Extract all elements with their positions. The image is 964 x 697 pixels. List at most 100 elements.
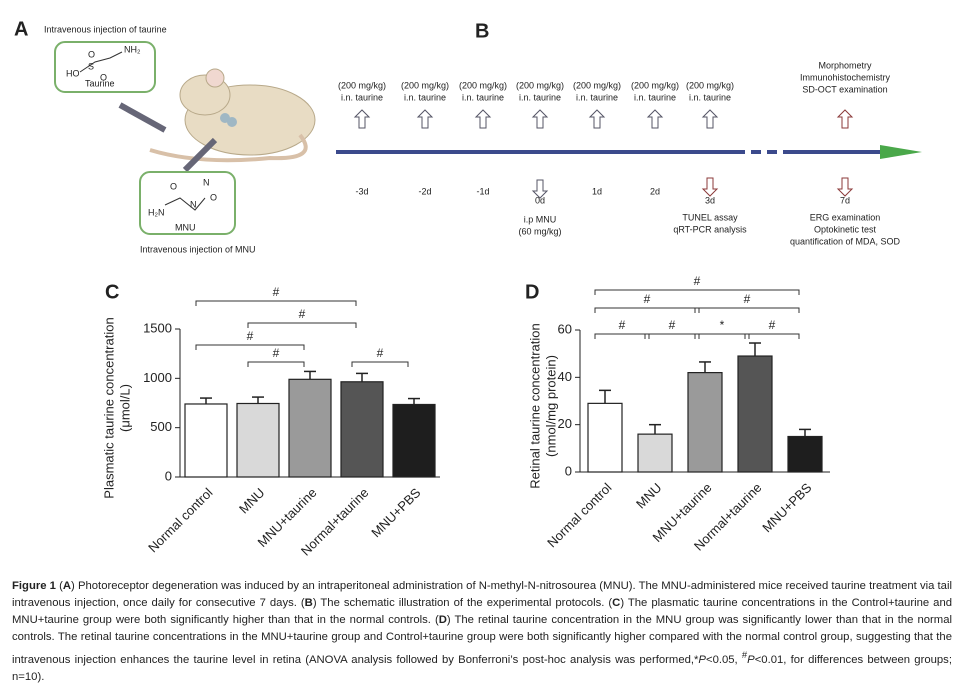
dose-text: (200 mg/kg) (573, 80, 621, 90)
assay-arrow (836, 109, 854, 129)
day-label: 1d (592, 186, 602, 196)
atom-label: O (210, 192, 217, 202)
significance-bracket (694, 307, 800, 313)
atom-label: N (203, 177, 210, 187)
figure-caption: Figure 1 (A) Photoreceptor degeneration … (12, 578, 952, 686)
timeline (336, 145, 922, 159)
atom-label: HO (66, 68, 80, 78)
significance-bracket (594, 289, 800, 295)
y-tick-label: 0 (165, 468, 172, 483)
figure: A Intravenous injection of taurine Intrave… (14, 18, 922, 559)
y-tick-label: 60 (558, 321, 572, 336)
significance-label: # (273, 346, 280, 360)
day-label: -1d (476, 186, 489, 196)
y-tick-label: 500 (150, 419, 172, 434)
dose-text: (200 mg/kg) (338, 80, 386, 90)
bar (288, 378, 332, 478)
significance-label: # (669, 318, 676, 332)
bar (236, 402, 280, 478)
panel-label: D (525, 281, 539, 303)
mnu-arrow (531, 179, 549, 199)
bar (787, 435, 823, 473)
molecule-name: MNU (175, 222, 196, 232)
y-tick-label: 20 (558, 416, 572, 431)
molecule-name: Taurine (85, 78, 115, 88)
significance-bracket (644, 333, 700, 339)
day-label: 0d (535, 195, 545, 205)
caption-segment: P (698, 653, 706, 666)
dose-text: i.n. taurine (462, 92, 504, 102)
significance-label: # (299, 307, 306, 321)
significance-label: # (619, 318, 626, 332)
y-tick-label: 0 (565, 463, 572, 478)
atom-label: H₂N (148, 207, 165, 217)
y-tick-label: 1500 (143, 320, 172, 335)
significance-bracket (247, 361, 305, 367)
significance-bracket (594, 307, 700, 313)
atom-label: S (88, 61, 94, 71)
bar (392, 403, 436, 478)
dose-text: (200 mg/kg) (686, 80, 734, 90)
bar (587, 402, 623, 473)
dose-text: i.n. taurine (404, 92, 446, 102)
protocol-text: qRT-PCR analysis (673, 224, 747, 234)
caption-segment: D (438, 614, 447, 626)
mouse-illustration (54, 41, 316, 235)
protocol-text: Morphometry (818, 60, 872, 70)
y-axis-label: (nmol/mg protein) (543, 355, 558, 457)
day-label: -3d (355, 186, 368, 196)
caption-segment: <0.01, for differences between groups; n… (12, 653, 952, 683)
caption-segment: ) The plasmatic taurine concentrations i… (12, 597, 953, 626)
x-tick-label: MNU+PBS (368, 485, 424, 541)
atom-label: O (100, 72, 107, 82)
dose-text: (200 mg/kg) (401, 80, 449, 90)
significance-bracket (195, 300, 357, 306)
y-axis-label: Plasmatic taurine concentration (101, 317, 116, 498)
significance-bracket (351, 361, 409, 367)
caption-segment: ) The retinal taurine concentration in t… (12, 614, 952, 666)
dose-text: i.n. taurine (634, 92, 676, 102)
day-label: -2d (418, 186, 431, 196)
caption-segment: ) Photoreceptor degeneration was induced… (12, 580, 952, 609)
dose-arrow (474, 109, 492, 129)
significance-label: # (377, 346, 384, 360)
y-tick-label: 40 (558, 369, 572, 384)
significance-label: * (720, 318, 725, 332)
panel-text: Intravenous injection of MNU (140, 244, 256, 254)
dose-text: (200 mg/kg) (516, 80, 564, 90)
dose-text: (200 mg/kg) (631, 80, 679, 90)
dose-text: (200 mg/kg) (459, 80, 507, 90)
significance-label: # (769, 318, 776, 332)
bar (737, 355, 773, 473)
bar (637, 433, 673, 473)
caption-segment: Figure 1 (12, 580, 56, 592)
caption-segment: P (747, 653, 755, 666)
dose-arrow (588, 109, 606, 129)
caption-segment: # (741, 649, 748, 660)
significance-label: # (247, 329, 254, 343)
dose-text: i.n. taurine (576, 92, 618, 102)
atom-label: O (88, 49, 95, 59)
panel-label: A (14, 18, 28, 40)
panel-label: B (475, 20, 489, 42)
dose-arrow (353, 109, 371, 129)
y-axis-label: (μmol/L) (117, 384, 132, 432)
x-tick-label: Normal control (544, 480, 614, 550)
x-tick-label: Normal control (145, 485, 215, 555)
significance-label: # (273, 285, 280, 299)
significance-label: # (744, 292, 751, 306)
significance-bracket (744, 333, 800, 339)
y-axis-label: Retinal taurine concentration (527, 323, 542, 489)
protocol-text: SD-OCT examination (802, 84, 887, 94)
significance-bracket (694, 333, 750, 339)
x-tick-label: MNU (633, 480, 665, 512)
dose-arrow (646, 109, 664, 129)
dose-text: i.n. taurine (689, 92, 731, 102)
dose-text: i.n. taurine (341, 92, 383, 102)
significance-label: # (644, 292, 651, 306)
caption-segment: A (62, 580, 72, 592)
bar (184, 403, 228, 478)
day-label: 7d (840, 195, 850, 205)
assay-arrow (701, 177, 719, 197)
dose-arrow (701, 109, 719, 129)
